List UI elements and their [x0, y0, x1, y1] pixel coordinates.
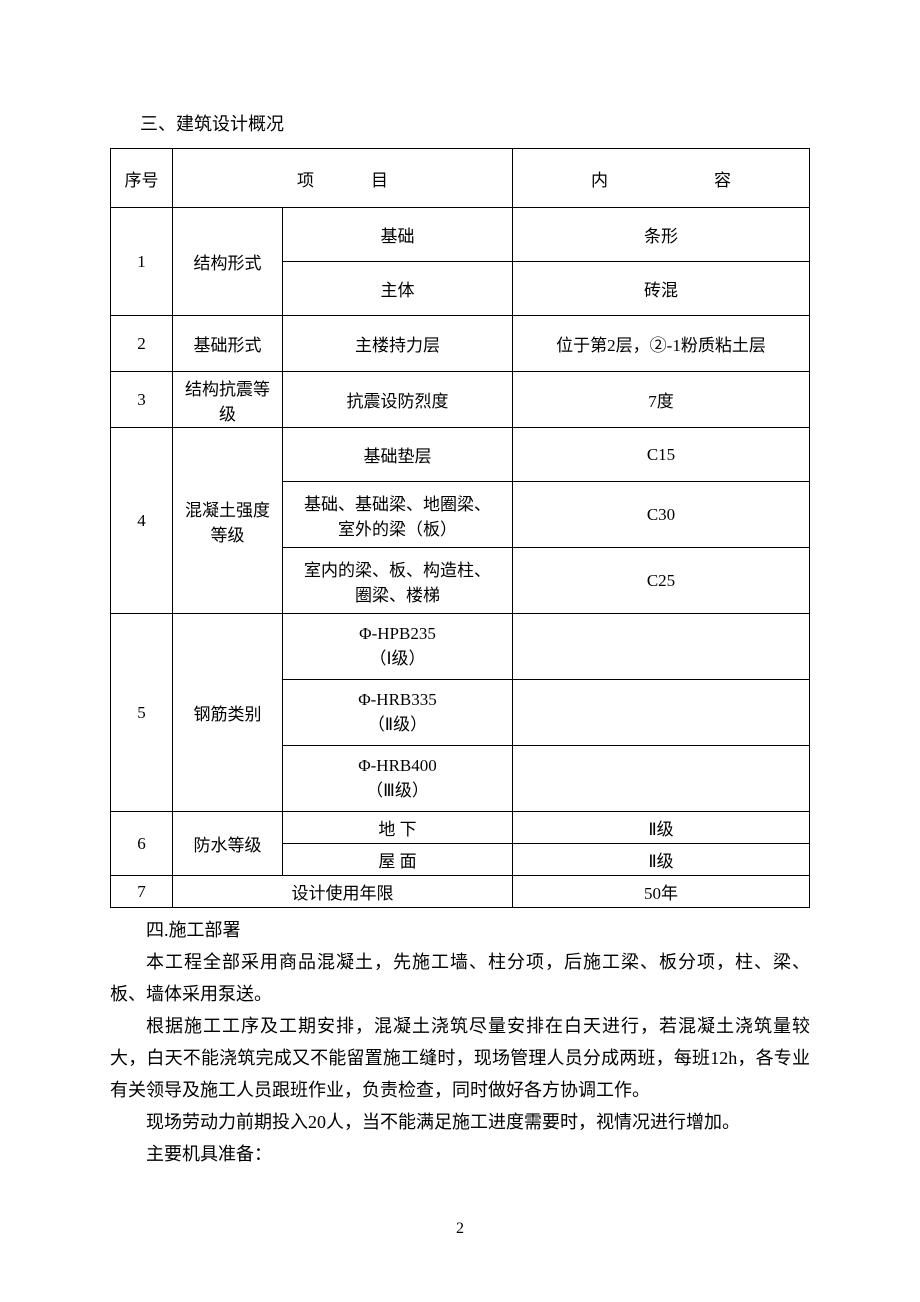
table-row: 4 混凝土强度等级 基础垫层 C15: [111, 428, 810, 482]
section-3-heading: 三、建筑设计概况: [140, 110, 810, 136]
cell-idx: 7: [111, 876, 173, 908]
cell-item: Φ-HPB235（Ⅰ级）: [283, 614, 513, 680]
cell-val: C25: [513, 548, 810, 614]
table-row: 2 基础形式 主楼持力层 位于第2层，②-1粉质粘土层: [111, 316, 810, 372]
cell-idx: 1: [111, 208, 173, 316]
body-paragraph: 本工程全部采用商品混凝土，先施工墙、柱分项，后施工梁、板分项，柱、梁、板、墙体采…: [110, 946, 810, 1010]
cell-val: 砖混: [513, 262, 810, 316]
cell-val: 50年: [513, 876, 810, 908]
cell-val: Ⅱ级: [513, 812, 810, 844]
cell-val: 位于第2层，②-1粉质粘土层: [513, 316, 810, 372]
cell-cat: 结构形式: [173, 208, 283, 316]
body-paragraph: 现场劳动力前期投入20人，当不能满足施工进度需要时，视情况进行增加。: [110, 1106, 810, 1138]
cell-cat: 设计使用年限: [173, 876, 513, 908]
cell-idx: 6: [111, 812, 173, 876]
cell-cat: 基础形式: [173, 316, 283, 372]
cell-cat: 钢筋类别: [173, 614, 283, 812]
page-number: 2: [0, 1220, 920, 1238]
header-item: 项 目: [173, 149, 513, 208]
cell-cat: 防水等级: [173, 812, 283, 876]
cell-val: C15: [513, 428, 810, 482]
cell-idx: 2: [111, 316, 173, 372]
cell-item: Φ-HRB400（Ⅲ级）: [283, 746, 513, 812]
header-idx: 序号: [111, 149, 173, 208]
table-header-row: 序号 项 目 内 容: [111, 149, 810, 208]
cell-val: 7度: [513, 372, 810, 428]
cell-item: 基础垫层: [283, 428, 513, 482]
cell-item: 抗震设防烈度: [283, 372, 513, 428]
cell-cat: 结构抗震等级: [173, 372, 283, 428]
cell-item: 室内的梁、板、构造柱、圈梁、楼梯: [283, 548, 513, 614]
cell-cat: 混凝土强度等级: [173, 428, 283, 614]
cell-val: Ⅱ级: [513, 844, 810, 876]
section-4-heading: 四.施工部署: [110, 914, 810, 946]
cell-item: 主体: [283, 262, 513, 316]
cell-item: 基础、基础梁、地圈梁、室外的梁（板）: [283, 482, 513, 548]
design-overview-table: 序号 项 目 内 容 1 结构形式 基础 条形 主体 砖混 2 基础形式 主楼持…: [110, 148, 810, 908]
cell-val: C30: [513, 482, 810, 548]
table-row: 6 防水等级 地 下 Ⅱ级: [111, 812, 810, 844]
cell-idx: 5: [111, 614, 173, 812]
section-4-body: 四.施工部署 本工程全部采用商品混凝土，先施工墙、柱分项，后施工梁、板分项，柱、…: [110, 914, 810, 1170]
cell-idx: 4: [111, 428, 173, 614]
cell-val: [513, 680, 810, 746]
body-paragraph: 根据施工工序及工期安排，混凝土浇筑尽量安排在白天进行，若混凝土浇筑量较大，白天不…: [110, 1010, 810, 1106]
table-row: 5 钢筋类别 Φ-HPB235（Ⅰ级）: [111, 614, 810, 680]
cell-val: [513, 746, 810, 812]
cell-idx: 3: [111, 372, 173, 428]
header-content: 内 容: [513, 149, 810, 208]
cell-item: 基础: [283, 208, 513, 262]
body-paragraph: 主要机具准备：: [110, 1138, 810, 1170]
cell-item: 地 下: [283, 812, 513, 844]
table-row: 3 结构抗震等级 抗震设防烈度 7度: [111, 372, 810, 428]
cell-item: Φ-HRB335（Ⅱ级）: [283, 680, 513, 746]
cell-item: 主楼持力层: [283, 316, 513, 372]
cell-val: 条形: [513, 208, 810, 262]
document-page: 三、建筑设计概况 序号 项 目 内 容 1 结构形式 基础 条形 主体 砖混 2…: [0, 0, 920, 1302]
cell-val: [513, 614, 810, 680]
cell-item: 屋 面: [283, 844, 513, 876]
table-row: 7 设计使用年限 50年: [111, 876, 810, 908]
table-row: 1 结构形式 基础 条形: [111, 208, 810, 262]
